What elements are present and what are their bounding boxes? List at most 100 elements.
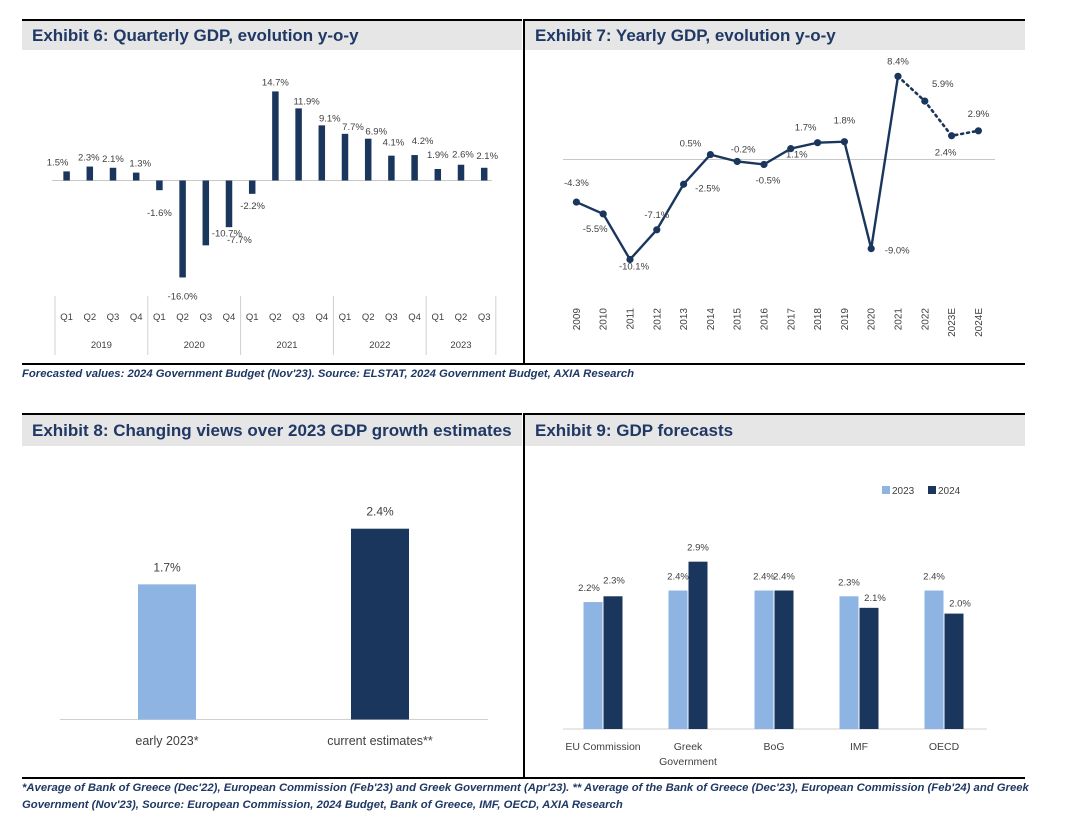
data-label-7: -7.7% bbox=[227, 235, 252, 246]
group-label-2021: 2021 bbox=[276, 340, 297, 351]
point-8 bbox=[787, 145, 795, 153]
year-tick-9: 2018 bbox=[813, 308, 824, 331]
point-4 bbox=[680, 180, 688, 188]
tick-label-2: Q3 bbox=[107, 312, 120, 323]
tick-label-8: Q1 bbox=[246, 312, 259, 323]
exhibit-6-header: Exhibit 6: Quarterly GDP, evolution y-o-… bbox=[22, 19, 522, 50]
data-label-9: 14.7% bbox=[262, 77, 289, 88]
divider-bottom bbox=[523, 413, 525, 778]
bar-0 bbox=[63, 171, 70, 181]
value-label-2023-3: 2.3% bbox=[838, 577, 860, 588]
category-label-0-0: EU Commission bbox=[565, 741, 640, 753]
top-source-note: Forecasted values: 2024 Government Budge… bbox=[22, 368, 635, 380]
bar-0 bbox=[138, 584, 196, 720]
value-label-2023-0: 2.2% bbox=[578, 583, 600, 594]
year-tick-4: 2013 bbox=[679, 308, 690, 331]
bar-1 bbox=[86, 166, 94, 181]
category-label-2-0: BoG bbox=[763, 741, 784, 753]
point-label-10: 1.8% bbox=[834, 116, 856, 127]
bar-12 bbox=[341, 133, 349, 181]
year-tick-13: 2022 bbox=[920, 308, 931, 331]
bar-10 bbox=[295, 108, 302, 181]
value-label-2024-0: 2.3% bbox=[603, 575, 625, 586]
category-label-3-0: IMF bbox=[850, 741, 868, 753]
gdp-estimates-chart: 1.7% early 2023* 2.4% current estimates** bbox=[60, 505, 488, 748]
year-tick-11: 2020 bbox=[867, 308, 878, 331]
group-label-2019: 2019 bbox=[91, 340, 112, 351]
actual-line bbox=[575, 76, 900, 262]
point-label-13: 5.9% bbox=[932, 79, 954, 90]
year-tick-8: 2017 bbox=[786, 308, 797, 331]
bar-17 bbox=[457, 164, 465, 181]
point-12 bbox=[894, 72, 902, 80]
value-label-1: 2.4% bbox=[366, 505, 394, 519]
tick-label-16: Q1 bbox=[431, 312, 444, 323]
point-13 bbox=[921, 97, 929, 105]
point-9 bbox=[814, 139, 822, 147]
bar-13 bbox=[364, 138, 372, 181]
bar-2023-0 bbox=[583, 602, 603, 729]
bar-18 bbox=[480, 167, 488, 181]
bar-2023-4 bbox=[924, 590, 944, 729]
year-tick-7: 2016 bbox=[760, 308, 771, 331]
exhibit-9-header: Exhibit 9: GDP forecasts bbox=[525, 413, 1025, 446]
data-label-11: 9.1% bbox=[319, 113, 341, 124]
data-label-8: -2.2% bbox=[240, 201, 265, 212]
data-label-16: 1.9% bbox=[427, 150, 449, 161]
year-tick-14: 2023E bbox=[947, 308, 958, 337]
data-label-14: 4.1% bbox=[383, 138, 405, 149]
data-label-17: 2.6% bbox=[452, 150, 474, 161]
data-label-15: 4.2% bbox=[412, 136, 434, 147]
tick-label-11: Q4 bbox=[315, 312, 328, 323]
exhibit-8-title: Exhibit 8: Changing views over 2023 GDP … bbox=[32, 420, 512, 440]
data-label-18: 2.1% bbox=[476, 151, 498, 162]
legend-swatch-2023 bbox=[882, 486, 890, 494]
point-label-5: 0.5% bbox=[680, 139, 702, 150]
value-label-2024-2: 2.4% bbox=[773, 572, 795, 583]
forecast-line bbox=[896, 75, 980, 138]
tick-label-0: Q1 bbox=[60, 312, 73, 323]
category-label-1-1: Government bbox=[659, 756, 717, 768]
bar-2023-2 bbox=[754, 590, 774, 729]
exhibit-7-title: Exhibit 7: Yearly GDP, evolution y-o-y bbox=[535, 25, 836, 45]
data-label-6: -10.7% bbox=[212, 228, 243, 239]
value-label-0: 1.7% bbox=[153, 560, 181, 574]
point-label-12: 8.4% bbox=[887, 56, 909, 67]
point-label-14: 2.4% bbox=[935, 148, 957, 159]
group-label-2023: 2023 bbox=[450, 340, 471, 351]
point-6 bbox=[733, 157, 741, 166]
point-label-9: 1.7% bbox=[795, 123, 817, 134]
tick-label-17: Q2 bbox=[455, 312, 468, 323]
tick-label-18: Q3 bbox=[478, 312, 491, 323]
year-tick-2: 2011 bbox=[626, 308, 637, 330]
category-label-1-0: Greek bbox=[674, 741, 703, 753]
bar-14 bbox=[388, 155, 395, 181]
year-tick-1: 2010 bbox=[599, 308, 610, 331]
divider-top bbox=[523, 19, 525, 364]
point-0 bbox=[572, 198, 580, 206]
exhibit-6-title: Exhibit 6: Quarterly GDP, evolution y-o-… bbox=[32, 25, 359, 45]
bar-11 bbox=[318, 125, 326, 181]
bar-2024-0 bbox=[603, 596, 623, 729]
data-label-2: 2.1% bbox=[102, 154, 124, 165]
point-10 bbox=[840, 138, 848, 146]
year-tick-0: 2009 bbox=[572, 308, 583, 331]
value-label-2024-4: 2.0% bbox=[949, 599, 971, 610]
yearly-gdp-chart: -4.3% 2009 -5.5% 2010 -10.1% 2011 -7.1% 2012 -2.… bbox=[563, 56, 995, 337]
bar-2023-1 bbox=[668, 590, 688, 729]
point-label-4: -2.5% bbox=[695, 183, 720, 194]
tick-label-14: Q3 bbox=[385, 312, 398, 323]
bar-8 bbox=[248, 180, 256, 194]
point-7 bbox=[760, 160, 768, 169]
category-label-1: current estimates** bbox=[327, 734, 433, 748]
value-label-2023-2: 2.4% bbox=[753, 572, 775, 583]
point-label-6: -0.2% bbox=[731, 144, 756, 155]
gdp-forecasts-chart: 2.2%2.4% 2.4%2.3%2.4%2.3%2.9%2.4%2.1%2.0%… bbox=[563, 486, 987, 768]
point-label-2: -10.1% bbox=[619, 261, 650, 272]
bar-2024-3 bbox=[859, 607, 879, 729]
bar-2024-4 bbox=[944, 613, 964, 729]
bar-5 bbox=[179, 180, 186, 278]
data-label-3: 1.3% bbox=[129, 159, 151, 170]
point-2 bbox=[626, 255, 634, 264]
data-label-13: 6.9% bbox=[365, 127, 387, 138]
